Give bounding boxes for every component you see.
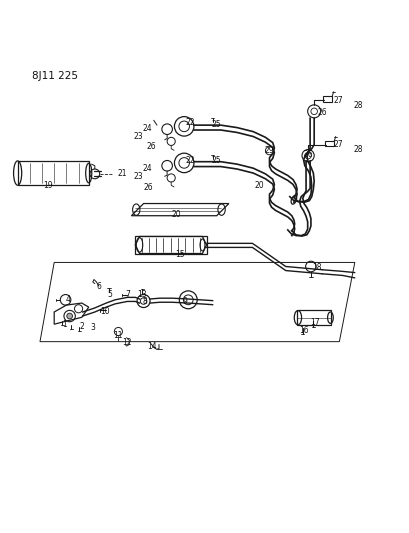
Text: 19: 19 <box>43 181 53 190</box>
Text: 10: 10 <box>100 308 110 317</box>
Circle shape <box>67 313 72 319</box>
Text: 8: 8 <box>142 296 147 305</box>
Text: 4: 4 <box>66 295 71 304</box>
Text: 21: 21 <box>117 169 127 179</box>
Bar <box>323 96 332 102</box>
Text: 26: 26 <box>317 108 327 117</box>
Text: 22: 22 <box>186 118 195 127</box>
Text: 23: 23 <box>133 132 143 141</box>
Bar <box>325 141 334 146</box>
Text: 13: 13 <box>137 289 147 298</box>
Text: 18: 18 <box>312 263 322 272</box>
Text: 24: 24 <box>143 164 153 173</box>
Text: 25: 25 <box>212 156 222 165</box>
Text: 20: 20 <box>254 181 264 190</box>
Text: 8J11 225: 8J11 225 <box>32 71 78 82</box>
Text: 12: 12 <box>122 338 131 348</box>
Text: 22: 22 <box>186 156 195 165</box>
Text: 16: 16 <box>299 326 309 335</box>
Text: 6: 6 <box>97 282 101 292</box>
Text: 27: 27 <box>334 96 344 105</box>
Text: 2: 2 <box>79 322 84 331</box>
Text: 15: 15 <box>175 250 185 259</box>
Bar <box>18 161 89 185</box>
Text: 27: 27 <box>334 140 344 149</box>
Text: 29: 29 <box>265 146 274 155</box>
Text: 28: 28 <box>353 145 363 154</box>
Text: 24: 24 <box>143 124 153 133</box>
Bar <box>297 310 331 325</box>
Text: 1: 1 <box>62 320 67 329</box>
Text: 14: 14 <box>148 342 157 351</box>
Bar <box>135 237 207 254</box>
Text: 11: 11 <box>114 331 123 340</box>
Text: 26: 26 <box>144 183 153 192</box>
Text: 3: 3 <box>90 323 95 332</box>
Text: 23: 23 <box>133 172 143 181</box>
Text: 5: 5 <box>108 289 113 298</box>
Text: 28: 28 <box>353 101 363 110</box>
Text: 26: 26 <box>303 150 313 159</box>
Text: 25: 25 <box>212 120 222 129</box>
Text: 20: 20 <box>171 210 181 219</box>
Text: 9: 9 <box>182 296 187 305</box>
Text: 26: 26 <box>147 142 157 151</box>
Text: 7: 7 <box>126 289 130 298</box>
Text: 17: 17 <box>310 318 320 327</box>
